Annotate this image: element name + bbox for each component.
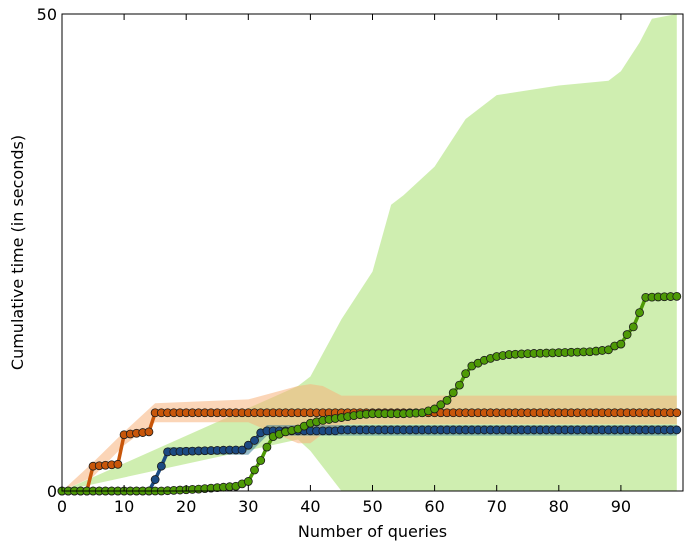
y-tick-label: 0	[47, 482, 57, 501]
data-point-series-3	[455, 380, 464, 390]
data-point-series-2	[156, 461, 166, 471]
data-point-series-3	[436, 400, 446, 410]
confidence-band-3	[62, 14, 677, 491]
data-point-series-1	[144, 427, 154, 437]
x-tick-label: 70	[487, 497, 507, 516]
axis-ticks: 0 10 20 30 40 50 60 70 80 90 0 50	[37, 5, 683, 516]
x-tick-label: 90	[611, 497, 631, 516]
x-tick-label: 50	[362, 497, 382, 516]
data-point-series-3	[243, 477, 253, 486]
y-tick-label: 50	[37, 5, 57, 24]
data-point-series-3	[622, 330, 632, 339]
data-point-series-3	[256, 456, 266, 465]
x-tick-label: 20	[176, 497, 196, 516]
data-point-series-1	[113, 459, 123, 469]
data-point-series-3	[635, 308, 644, 318]
x-tick-label: 80	[549, 497, 569, 516]
x-tick-label: 30	[238, 497, 258, 516]
data-point-series-3	[448, 388, 458, 398]
data-point-series-2	[150, 475, 160, 484]
x-tick-label: 60	[424, 497, 444, 516]
data-point-series-2	[672, 425, 682, 435]
data-point-series-2	[243, 440, 253, 450]
data-point-series-1	[672, 408, 682, 418]
data-point-series-3	[250, 465, 259, 475]
data-point-series-3	[442, 395, 452, 405]
y-axis-label: Cumulative time (in seconds)	[8, 135, 27, 370]
data-point-series-3	[461, 369, 471, 379]
data-point-series-3	[672, 291, 682, 301]
data-point-series-2	[250, 436, 259, 445]
data-point-series-3	[616, 339, 626, 349]
data-point-series-3	[262, 442, 272, 452]
x-axis-label: Number of queries	[298, 522, 447, 541]
data-point-series-3	[628, 322, 638, 332]
x-tick-label: 0	[57, 497, 67, 516]
data-point-series-2	[237, 445, 247, 455]
x-tick-label: 40	[300, 497, 320, 516]
x-tick-label: 10	[114, 497, 134, 516]
data-point-series-3	[604, 345, 613, 355]
data-point-series-3	[430, 404, 440, 414]
